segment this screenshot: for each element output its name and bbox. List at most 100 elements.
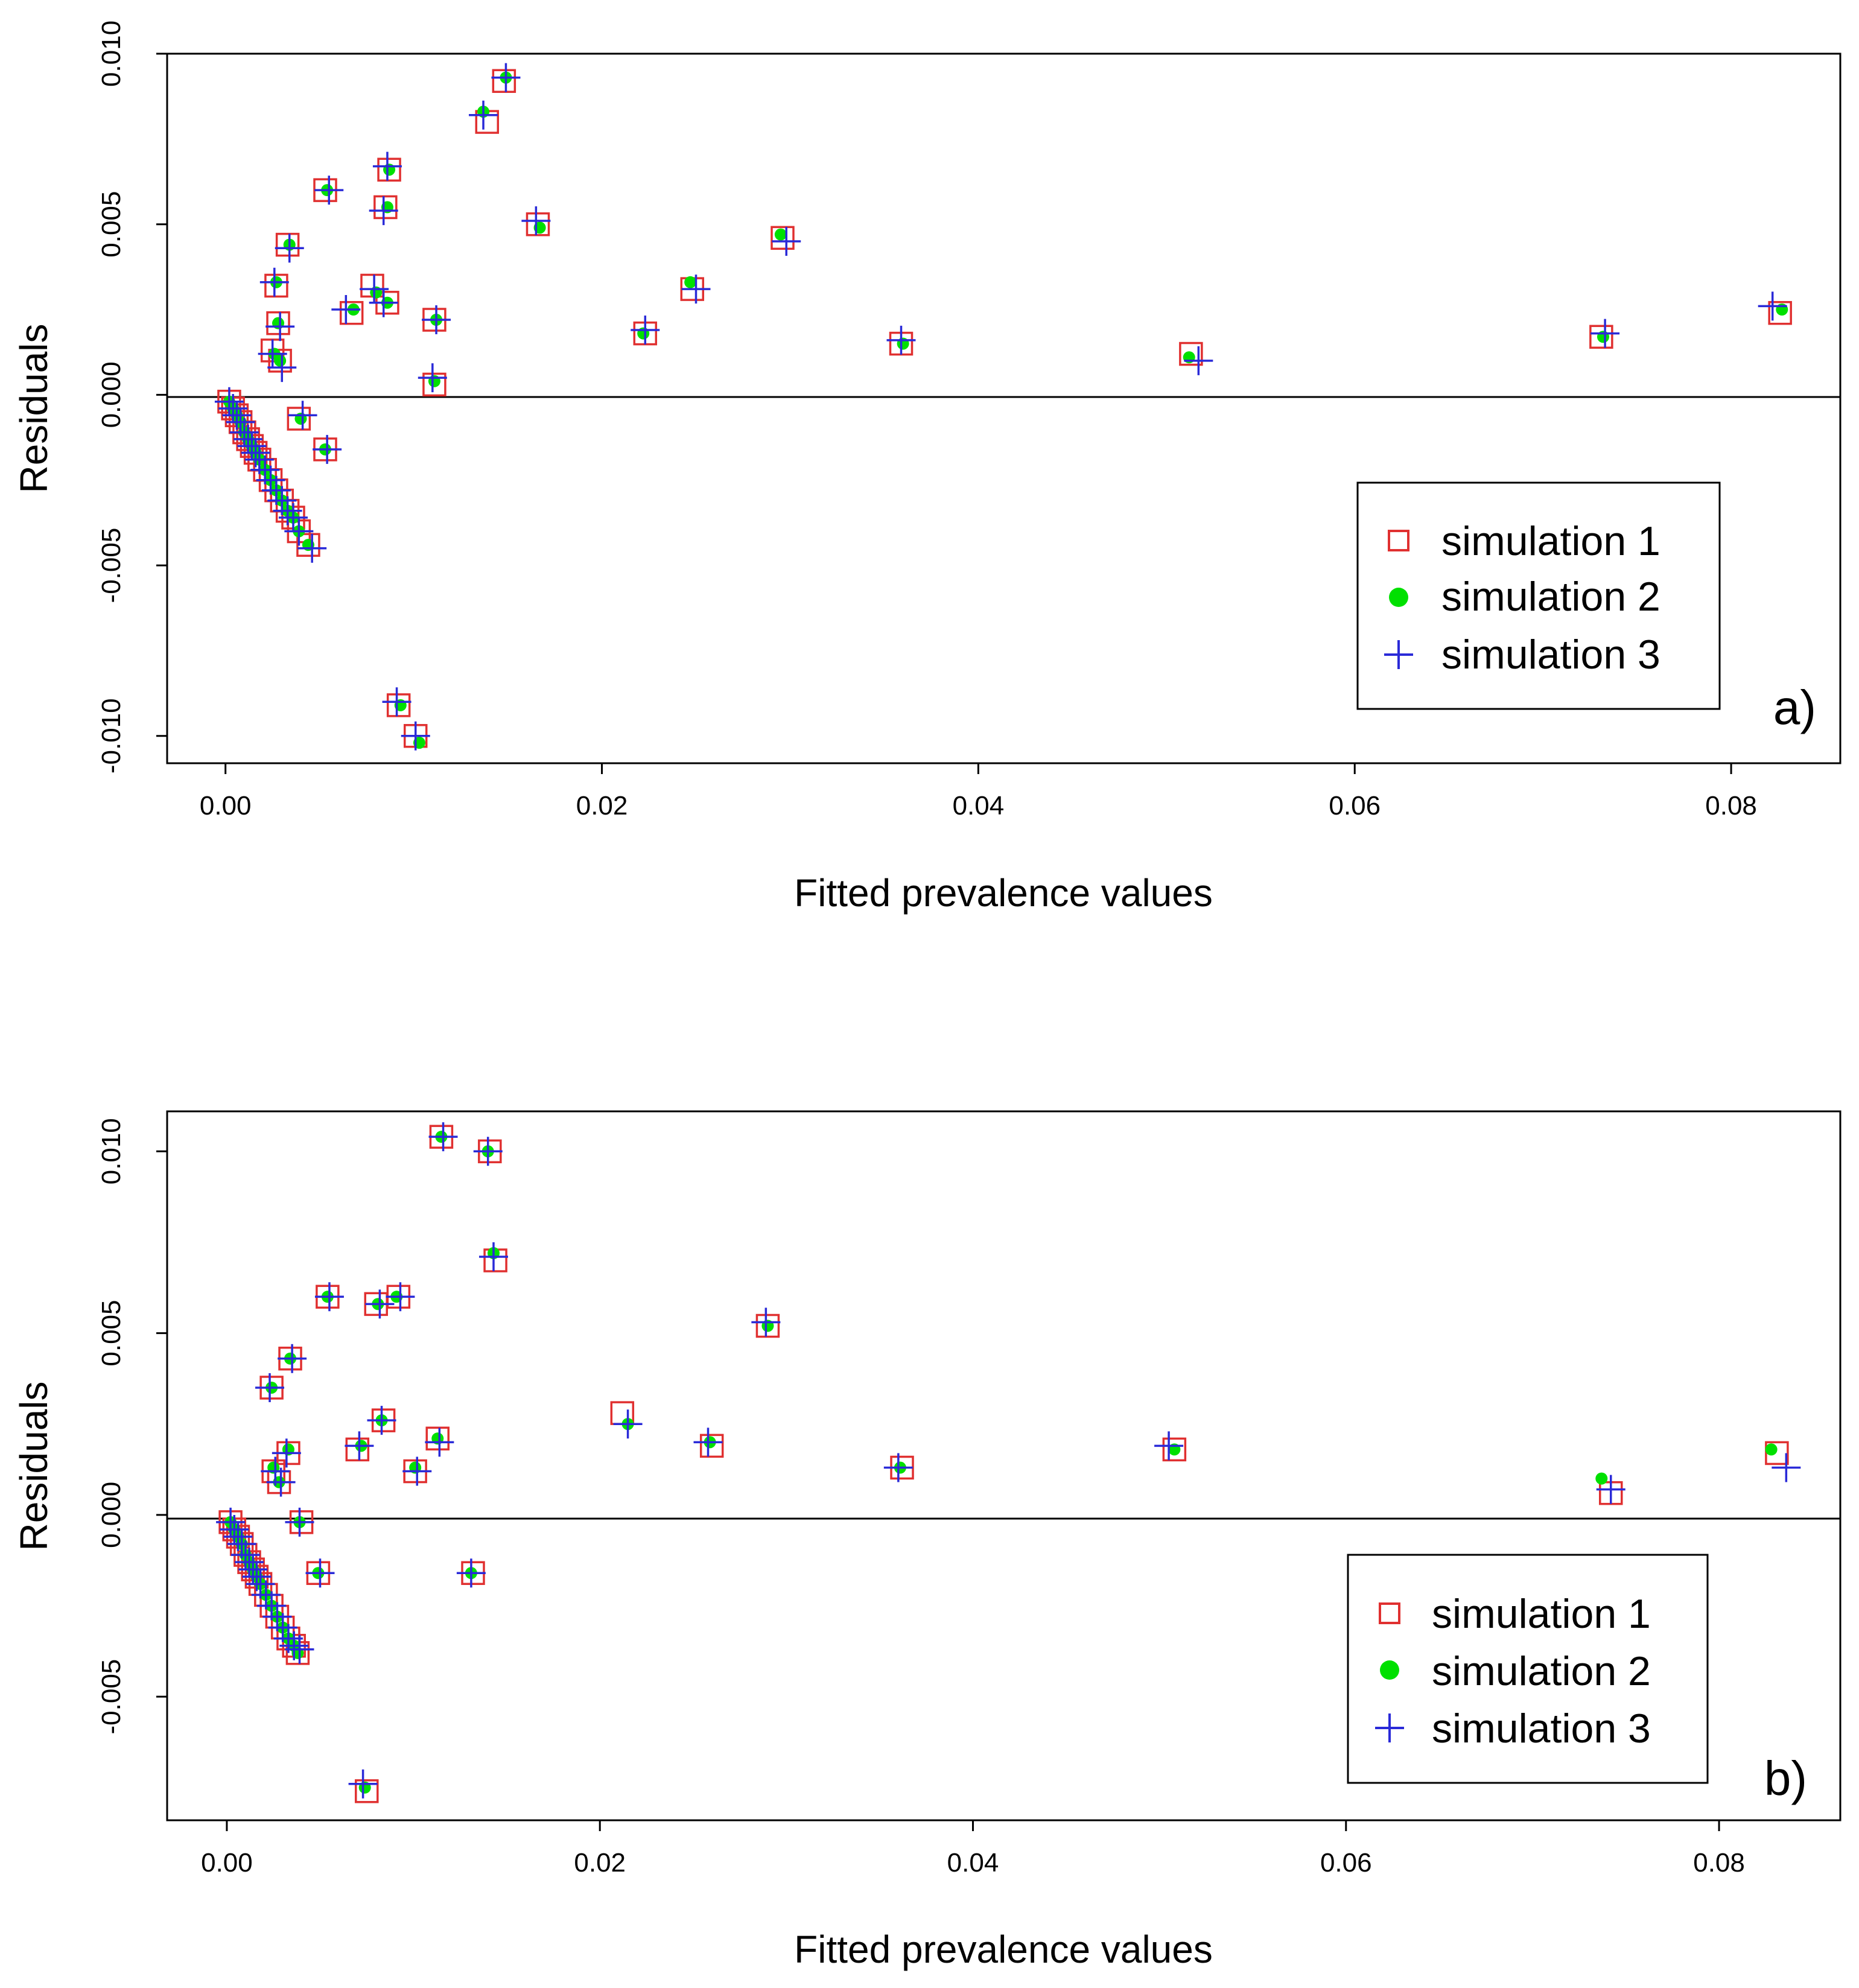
x-axis-title: Fitted prevalence values bbox=[794, 1928, 1213, 1971]
point-simulation-3 bbox=[220, 1514, 249, 1544]
x-tick-label: 0.00 bbox=[200, 791, 252, 821]
legend-label-simulation-3: simulation 3 bbox=[1441, 632, 1660, 678]
y-tick-label: -0.005 bbox=[97, 528, 126, 603]
legend-marker-simulation-2 bbox=[1380, 1660, 1399, 1680]
point-simulation-3 bbox=[278, 1344, 307, 1373]
point-simulation-3 bbox=[369, 288, 398, 317]
y-tick-label: 0.010 bbox=[97, 1118, 126, 1184]
point-simulation-1 bbox=[1179, 341, 1203, 366]
point-simulation-3 bbox=[401, 721, 430, 751]
point-simulation-3 bbox=[613, 1409, 643, 1439]
y-tick-label: -0.005 bbox=[97, 1659, 126, 1735]
point-simulation-3 bbox=[255, 1373, 285, 1402]
point-simulation-3 bbox=[418, 363, 447, 393]
point-simulation-3 bbox=[693, 1427, 723, 1457]
x-tick-label: 0.00 bbox=[201, 1848, 253, 1878]
point-simulation-3 bbox=[273, 1624, 303, 1653]
point-simulation-3 bbox=[425, 1427, 454, 1457]
point-simulation-3 bbox=[251, 1580, 281, 1610]
legend-label-simulation-2: simulation 2 bbox=[1441, 574, 1660, 620]
panel-b: 0.00 0.02 0.04 0.06 0.08 -0.005 0.000 0.005 0.0… bbox=[12, 1110, 1842, 1971]
y-tick-label: 0.005 bbox=[97, 1300, 126, 1367]
point-simulation-3 bbox=[267, 353, 297, 383]
point-simulation-3 bbox=[235, 1548, 264, 1577]
point-simulation-3 bbox=[1772, 1453, 1801, 1482]
point-simulation-3 bbox=[285, 1507, 314, 1537]
point-simulation-3 bbox=[456, 1558, 486, 1588]
point-simulation-3 bbox=[214, 387, 244, 416]
y-axis-ticks: -0.005 0.000 0.005 0.010 bbox=[97, 1118, 167, 1735]
point-simulation-3 bbox=[297, 533, 327, 563]
point-simulation-3 bbox=[246, 1569, 275, 1599]
point-simulation-3 bbox=[227, 1529, 256, 1559]
point-simulation-3 bbox=[230, 1540, 260, 1570]
point-simulation-3 bbox=[305, 1558, 335, 1588]
point-simulation-3 bbox=[422, 305, 451, 334]
point-simulation-3 bbox=[237, 431, 267, 461]
point-simulation-3 bbox=[382, 687, 412, 717]
legend-label-simulation-3: simulation 3 bbox=[1432, 1706, 1651, 1751]
point-simulation-2 bbox=[274, 354, 287, 367]
point-simulation-2 bbox=[774, 228, 787, 241]
point-simulation-3 bbox=[285, 1634, 314, 1664]
point-simulation-3 bbox=[257, 1591, 287, 1621]
point-simulation-3 bbox=[491, 63, 521, 92]
point-simulation-3 bbox=[222, 401, 252, 430]
x-axis-ticks: 0.00 0.02 0.04 0.06 0.08 bbox=[201, 1820, 1745, 1878]
panel-label: b) bbox=[1764, 1751, 1807, 1805]
plot-frame bbox=[166, 52, 1842, 764]
point-simulation-1 bbox=[1162, 1437, 1187, 1462]
point-simulation-3 bbox=[1590, 319, 1620, 348]
point-simulation-3 bbox=[241, 438, 270, 468]
point-simulation-1 bbox=[755, 1313, 780, 1338]
point-simulation-1 bbox=[345, 1437, 370, 1462]
point-simulation-3 bbox=[631, 315, 660, 345]
x-tick-label: 0.02 bbox=[574, 1848, 626, 1878]
point-simulation-3 bbox=[268, 1613, 297, 1642]
point-simulation-3 bbox=[262, 1602, 292, 1631]
point-simulation-3 bbox=[469, 100, 498, 130]
point-simulation-1 bbox=[1589, 325, 1613, 349]
point-simulation-3 bbox=[367, 1406, 396, 1435]
point-simulation-1 bbox=[771, 226, 795, 250]
point-simulation-3 bbox=[288, 401, 317, 430]
point-simulation-1 bbox=[377, 157, 401, 182]
point-simulation-3 bbox=[313, 434, 342, 464]
plot-frame bbox=[166, 1110, 1842, 1821]
point-simulation-2 bbox=[684, 276, 697, 288]
point-simulation-3 bbox=[883, 1453, 913, 1482]
point-simulation-3 bbox=[279, 1631, 309, 1660]
point-simulation-3 bbox=[275, 233, 304, 263]
point-simulation-3 bbox=[386, 1282, 415, 1312]
point-simulation-3 bbox=[259, 267, 289, 297]
point-simulation-3 bbox=[521, 206, 551, 236]
point-simulation-3 bbox=[272, 1438, 301, 1468]
panel-label: a) bbox=[1773, 681, 1816, 734]
point-simulation-3 bbox=[265, 312, 295, 341]
point-simulation-1 bbox=[355, 1779, 379, 1803]
legend-marker-simulation-1 bbox=[1388, 530, 1409, 551]
point-simulation-3 bbox=[1154, 1431, 1184, 1461]
point-simulation-3 bbox=[266, 1467, 296, 1497]
legend-marker-simulation-2 bbox=[1389, 588, 1408, 607]
point-simulation-3 bbox=[234, 424, 263, 454]
point-simulation-3 bbox=[372, 151, 402, 181]
point-simulation-1 bbox=[422, 372, 446, 397]
point-simulation-3 bbox=[229, 418, 259, 447]
x-tick-label: 0.04 bbox=[953, 791, 1005, 821]
y-tick-label: 0.010 bbox=[97, 21, 126, 87]
point-simulation-1 bbox=[526, 212, 550, 237]
point-simulation-3 bbox=[772, 226, 801, 256]
x-tick-label: 0.08 bbox=[1693, 1848, 1745, 1878]
point-simulation-3 bbox=[284, 516, 314, 546]
point-simulation-3 bbox=[238, 1555, 268, 1584]
legend-marker-simulation-3 bbox=[1375, 1713, 1404, 1742]
y-tick-label: -0.010 bbox=[97, 698, 126, 773]
point-simulation-1 bbox=[1768, 300, 1792, 325]
point-simulation-3 bbox=[1596, 1475, 1625, 1504]
point-simulation-3 bbox=[681, 275, 711, 304]
legend: simulation 1 simulation 2 simulation 3 bbox=[1356, 481, 1721, 710]
point-simulation-3 bbox=[216, 1507, 246, 1537]
data-points bbox=[214, 63, 1792, 751]
